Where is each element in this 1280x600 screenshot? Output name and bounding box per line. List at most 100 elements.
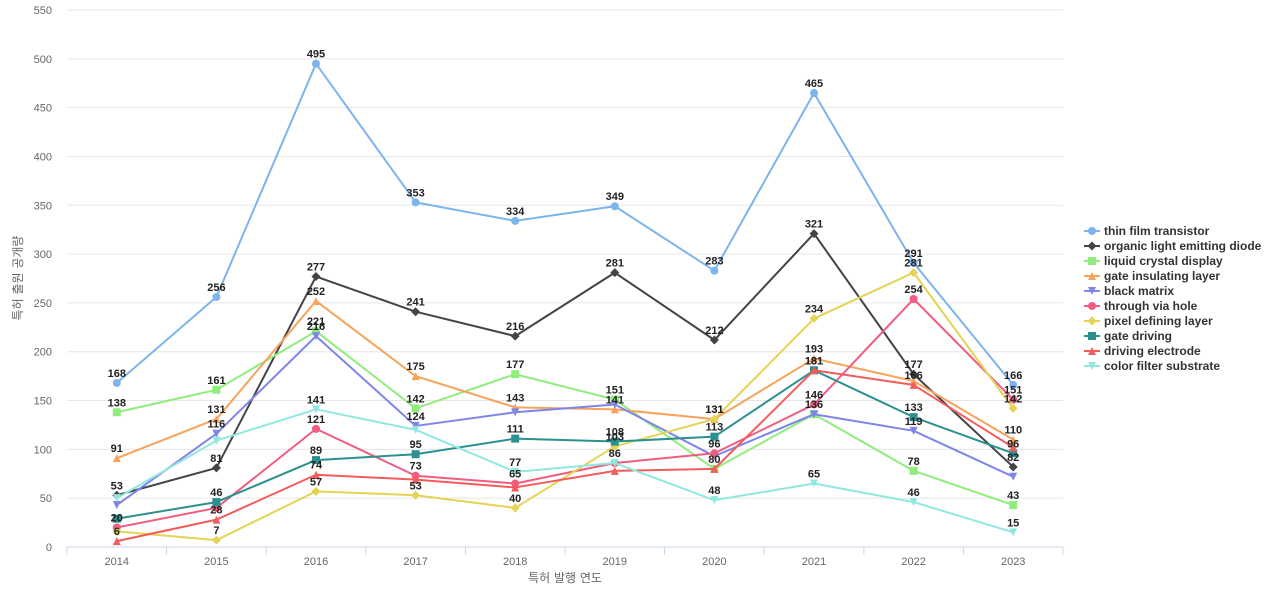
data-point[interactable] [511,483,520,492]
data-point[interactable] [411,307,421,317]
data-point[interactable] [810,366,818,375]
data-point[interactable] [312,327,320,336]
data-point[interactable] [112,514,121,523]
legend-item[interactable]: organic light emitting diode [1084,239,1262,253]
data-point[interactable] [112,454,121,463]
data-point[interactable] [909,268,919,278]
legend-item[interactable]: gate insulating layer [1084,269,1220,283]
data-point[interactable] [312,59,320,68]
data-point[interactable] [511,216,520,225]
data-point[interactable] [909,295,918,304]
data-point[interactable] [610,395,619,404]
data-point[interactable] [510,503,520,513]
data-point[interactable] [909,426,918,435]
data-point[interactable] [709,414,719,424]
data-point[interactable] [411,450,420,459]
data-point[interactable] [610,400,619,409]
data-point[interactable] [810,88,818,97]
data-point[interactable] [809,314,819,324]
data-point[interactable] [212,385,221,394]
data-point[interactable] [511,408,520,417]
legend-item[interactable]: gate driving [1084,329,1172,343]
data-point[interactable] [411,490,421,500]
data-point[interactable] [510,331,520,341]
series-color-filter-substrate[interactable] [112,405,1018,537]
data-point[interactable] [511,370,520,379]
data-point[interactable] [1008,462,1018,472]
data-point[interactable] [810,354,818,363]
data-point[interactable] [411,425,420,434]
data-point[interactable] [312,470,320,479]
data-point[interactable] [909,258,918,267]
series-line[interactable] [116,62,1014,386]
data-point[interactable] [511,467,520,476]
data-point[interactable] [710,432,719,441]
data-point[interactable] [312,296,320,305]
data-point[interactable] [212,415,221,424]
data-point[interactable] [211,463,221,473]
data-point[interactable] [810,479,818,488]
data-point[interactable] [710,266,719,275]
series-line[interactable] [116,271,1015,542]
data-point[interactable] [212,515,221,524]
data-point[interactable] [1009,449,1018,458]
data-point[interactable] [610,405,619,414]
legend-item[interactable]: black matrix [1084,284,1174,298]
data-point[interactable] [112,501,121,510]
data-point[interactable] [311,486,321,496]
data-point[interactable] [709,335,719,345]
data-point[interactable] [411,475,420,484]
data-point[interactable] [411,404,420,413]
data-point[interactable] [411,198,420,207]
series-organic-light-emitting-diode[interactable] [112,229,1018,500]
data-point[interactable] [610,466,619,475]
data-point[interactable] [809,229,819,239]
data-point[interactable] [112,537,121,546]
data-point[interactable] [211,535,221,545]
legend-item[interactable]: pixel defining layer [1084,314,1213,328]
series-driving-electrode[interactable] [112,366,1018,546]
data-point[interactable] [610,268,620,278]
data-point[interactable] [212,436,221,445]
series-thin-film-transistor[interactable] [112,59,1018,389]
series-pixel-defining-layer[interactable] [112,268,1018,545]
series-line[interactable] [116,369,1014,520]
data-point[interactable] [1009,380,1018,389]
series-line[interactable] [116,335,1014,506]
legend-item[interactable]: liquid crystal display [1084,254,1223,268]
series-gate-driving[interactable] [112,366,1018,523]
data-point[interactable] [312,405,320,414]
series-line[interactable] [116,369,1014,543]
data-point[interactable] [810,400,818,409]
data-point[interactable] [909,369,919,379]
data-point[interactable] [312,456,320,465]
data-point[interactable] [610,459,619,468]
series-line[interactable] [116,232,1014,497]
legend-item[interactable]: driving electrode [1084,344,1201,358]
data-point[interactable] [909,413,918,422]
data-point[interactable] [112,408,121,417]
data-point[interactable] [112,378,121,387]
data-point[interactable] [1008,403,1018,413]
data-point[interactable] [1009,443,1018,452]
data-point[interactable] [909,380,918,389]
series-line[interactable] [116,408,1014,534]
legend-item[interactable]: through via hole [1084,299,1198,313]
data-point[interactable] [112,494,121,503]
data-point[interactable] [909,466,918,475]
data-point[interactable] [312,424,320,433]
data-point[interactable] [311,272,321,282]
data-point[interactable] [1009,501,1018,510]
legend-item[interactable]: thin film transistor [1084,224,1210,238]
data-point[interactable] [710,449,719,458]
data-point[interactable] [212,293,221,302]
data-point[interactable] [1009,472,1018,481]
data-point[interactable] [710,464,719,473]
data-point[interactable] [1009,435,1018,444]
data-point[interactable] [312,332,320,341]
legend-item[interactable]: color filter substrate [1084,359,1220,373]
data-point[interactable] [909,498,918,507]
data-point[interactable] [610,202,619,211]
series-line[interactable] [116,298,1014,529]
